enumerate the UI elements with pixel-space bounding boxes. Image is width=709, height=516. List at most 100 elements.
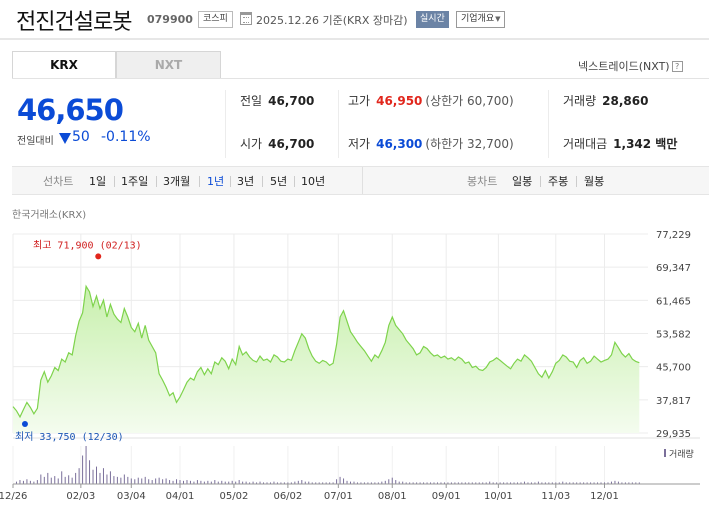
candle-monthly[interactable]: 월봉: [584, 175, 605, 188]
price-chart: 77,229 69,347 61,465 53,582 45,700 37,817 29,9…: [0, 230, 700, 502]
stats-divider: [548, 90, 549, 158]
high-annotation: 최고 71,900 (02/13): [33, 239, 142, 251]
x-axis: 12/26 02/03 03/04 04/01 05/02 06/02 07/01 08/01…: [0, 483, 700, 502]
period-divider: [230, 176, 231, 187]
volume-legend-label: 거래량: [669, 448, 694, 460]
y-axis: 77,229 69,347 61,465 53,582 45,700 37,817 29,9…: [656, 230, 691, 440]
y-tick-label: 37,817: [656, 396, 691, 407]
x-tick-label: 12/26: [0, 491, 27, 502]
help-icon[interactable]: ?: [671, 61, 683, 72]
exchange-tabs: KRX NXT: [12, 51, 221, 79]
candle-daily[interactable]: 일봉: [512, 175, 533, 188]
nxt-link-label: 넥스트레이드(NXT): [578, 60, 670, 73]
x-tick-label: 02/03: [66, 491, 95, 502]
company-overview-label: 기업개요: [461, 14, 495, 24]
x-tick-label: 05/02: [220, 491, 249, 502]
period-divider: [294, 176, 295, 187]
y-tick-label: 61,465: [656, 296, 691, 307]
x-tick-label: 09/01: [432, 491, 461, 502]
stats-divider: [338, 90, 339, 158]
stat-label: 거래대금: [563, 137, 608, 151]
tab-krx[interactable]: KRX: [12, 51, 116, 79]
candle-chart-label: 봉차트: [467, 175, 498, 188]
stat-value: 46,300: [376, 137, 423, 151]
stat-value: 46,700: [268, 137, 315, 151]
chart-source: 한국거래소(KRX): [12, 210, 87, 221]
period-1w[interactable]: 1주일: [121, 175, 149, 188]
company-overview-dropdown[interactable]: 기업개요▼: [456, 11, 505, 28]
stat-low: 저가 46,300 (하한가 32,700): [348, 135, 514, 152]
volume-chart: 거래량: [15, 446, 694, 484]
market-badge: 코스피: [198, 11, 233, 28]
stat-label: 전일: [240, 94, 263, 108]
stat-label: 저가: [348, 137, 371, 151]
stat-value: 46,950: [376, 94, 423, 108]
upper-limit: (상한가 60,700): [425, 94, 514, 108]
period-3m[interactable]: 3개월: [163, 175, 191, 188]
period-divider: [540, 176, 541, 187]
stat-prev-close: 전일 46,700: [240, 92, 314, 109]
period-10y[interactable]: 10년: [301, 175, 326, 188]
period-divider: [576, 176, 577, 187]
stat-value: 1,342 백만: [613, 137, 678, 151]
x-tick-label: 08/01: [378, 491, 407, 502]
high-marker: [95, 253, 102, 260]
volume-legend-swatch: [664, 449, 666, 457]
period-5y[interactable]: 5년: [270, 175, 288, 188]
down-triangle-icon: [59, 133, 71, 144]
stat-amount: 거래대금 1,342 백만: [563, 135, 677, 152]
period-1d[interactable]: 1일: [89, 175, 107, 188]
y-tick-label: 69,347: [656, 263, 691, 274]
price-line: [12, 284, 640, 419]
change-label: 전일대비: [17, 136, 54, 147]
x-tick-label: 10/01: [484, 491, 513, 502]
stat-label: 고가: [348, 94, 371, 108]
tab-nxt[interactable]: NXT: [116, 51, 221, 79]
x-tick-label: 11/03: [541, 491, 570, 502]
stat-volume: 거래량 28,860: [563, 92, 648, 109]
chart-annotations: 최고 71,900 (02/13) 최저 33,750 (12/30): [15, 239, 142, 443]
period-bar-split: [362, 167, 363, 194]
y-tick-label: 77,229: [656, 230, 691, 241]
stat-label: 시가: [240, 137, 263, 151]
low-marker: [21, 420, 28, 427]
x-tick-label: 06/02: [273, 491, 302, 502]
period-divider: [156, 176, 157, 187]
stat-value: 46,700: [268, 94, 315, 108]
lower-limit: (하한가 32,700): [425, 137, 514, 151]
tab-divider: [12, 78, 709, 79]
current-price: 46,650: [17, 93, 124, 127]
stock-name: 전진건설로봇: [16, 10, 132, 35]
period-divider: [199, 176, 200, 187]
nxt-info-link[interactable]: 넥스트레이드(NXT)?: [578, 58, 683, 74]
y-tick-label: 45,700: [656, 363, 691, 374]
chart-period-bar: 선차트 1일 1주일 3개월 1년 3년 5년 10년 봉차트 일봉 주봉 월봉: [12, 166, 709, 195]
period-divider: [114, 176, 115, 187]
x-tick-label: 03/04: [117, 491, 146, 502]
x-tick-label: 04/01: [166, 491, 195, 502]
x-tick-label: 12/01: [590, 491, 619, 502]
stock-code: 079900: [147, 13, 193, 26]
x-tick-label: 07/01: [324, 491, 353, 502]
stat-label: 거래량: [563, 94, 597, 108]
stock-header: 전진건설로봇 079900 코스피 2025.12.26 기준(KRX 장마감)…: [0, 0, 709, 40]
stat-high: 고가 46,950 (상한가 60,700): [348, 92, 514, 109]
stats-divider: [225, 90, 226, 158]
chevron-down-icon: ▼: [495, 15, 501, 23]
line-chart-label: 선차트: [43, 175, 74, 188]
period-divider: [262, 176, 263, 187]
y-tick-label: 53,582: [656, 330, 691, 341]
low-annotation: 최저 33,750 (12/30): [15, 431, 124, 443]
reference-date: 2025.12.26 기준(KRX 장마감): [256, 14, 408, 27]
realtime-button[interactable]: 실시간: [416, 11, 449, 28]
period-1y[interactable]: 1년: [207, 175, 225, 188]
stat-open: 시가 46,700: [240, 135, 314, 152]
price-change: 50: [72, 129, 90, 145]
candle-weekly[interactable]: 주봉: [548, 175, 569, 188]
price-area: [13, 286, 640, 433]
y-tick-label: 29,935: [656, 429, 691, 440]
calendar-icon: [240, 12, 252, 25]
price-change-percent: -0.11%: [101, 129, 151, 145]
stat-value: 28,860: [602, 94, 649, 108]
period-3y[interactable]: 3년: [237, 175, 255, 188]
